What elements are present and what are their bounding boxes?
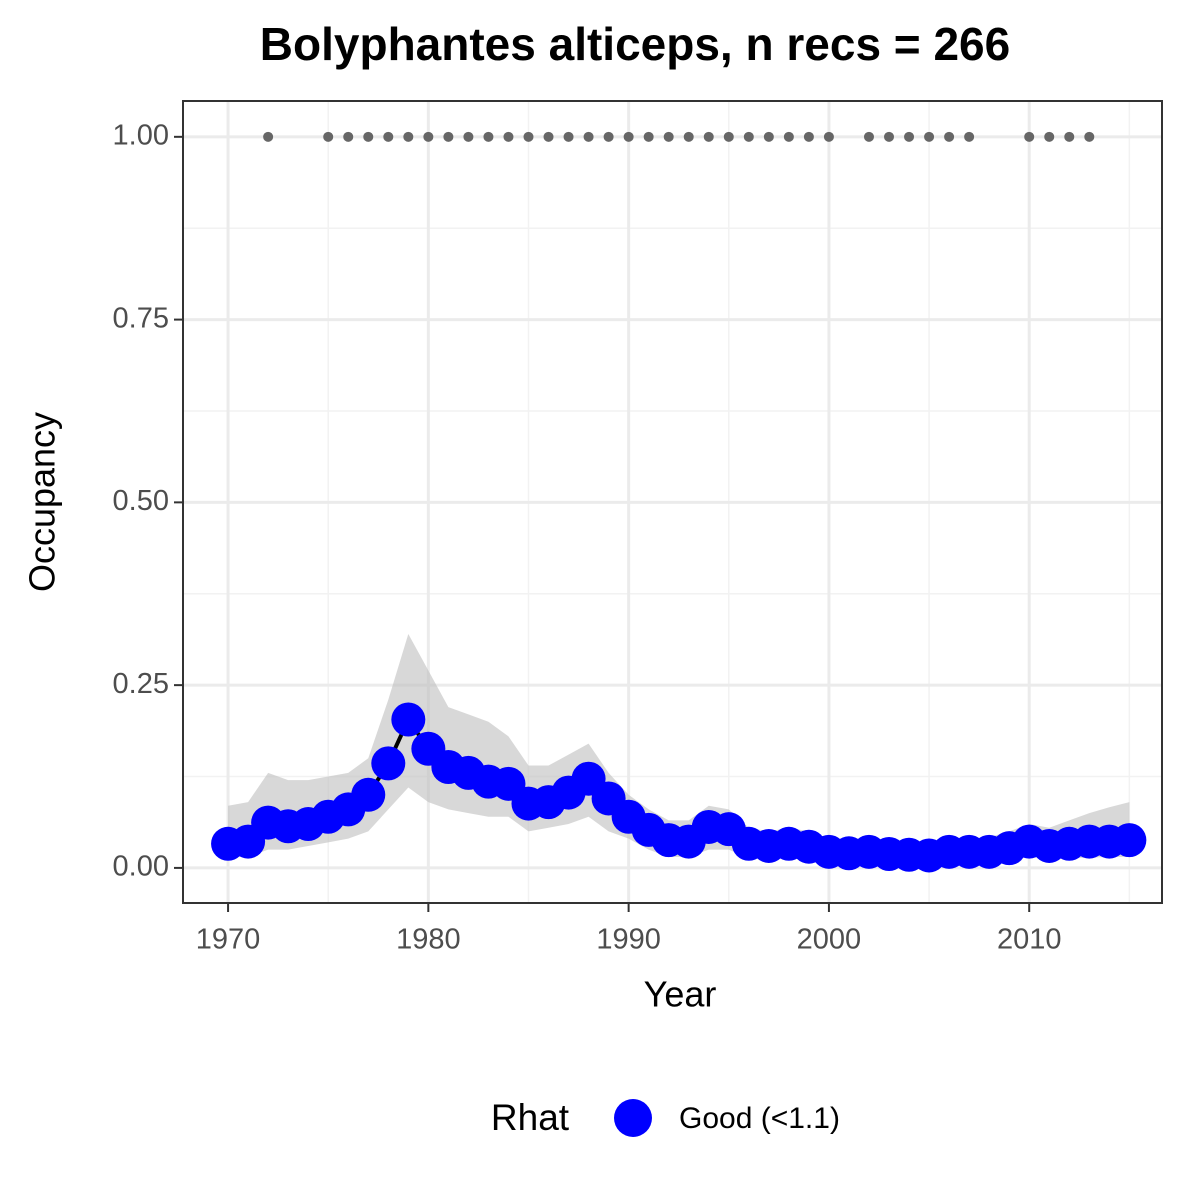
record-point: [263, 131, 274, 142]
record-point: [563, 131, 574, 142]
record-point: [763, 131, 774, 142]
point: [1112, 823, 1147, 858]
record-point: [343, 131, 354, 142]
record-point: [483, 131, 494, 142]
record-point: [743, 131, 754, 142]
x-tick-label: 1980: [396, 924, 461, 956]
record-point: [904, 131, 915, 142]
record-point: [323, 131, 334, 142]
y-tick-label: 0.50: [113, 485, 169, 517]
legend-title: Rhat: [491, 1097, 570, 1138]
point: [371, 746, 406, 781]
record-point: [884, 131, 895, 142]
y-tick-label: 0.25: [113, 668, 169, 700]
record-point: [1064, 131, 1075, 142]
y-axis-title: Occupancy: [22, 412, 63, 592]
record-point: [803, 131, 814, 142]
record-point: [423, 131, 434, 142]
record-point: [1044, 131, 1055, 142]
x-axis-title: Year: [644, 974, 717, 1015]
record-point: [503, 131, 514, 142]
record-point: [583, 131, 594, 142]
record-point: [703, 131, 714, 142]
legend-swatch: [614, 1099, 652, 1137]
record-point: [643, 131, 654, 142]
record-point: [1084, 131, 1095, 142]
record-point: [1024, 131, 1035, 142]
record-point: [403, 131, 414, 142]
x-tick-label: 1970: [196, 924, 261, 956]
record-point: [543, 131, 554, 142]
point: [391, 702, 426, 737]
y-tick-label: 1.00: [113, 119, 169, 151]
chart-title: Bolyphantes alticeps, n recs = 266: [260, 18, 1010, 70]
x-tick-label: 2000: [797, 924, 862, 956]
record-point: [363, 131, 374, 142]
record-point: [944, 131, 955, 142]
point: [351, 777, 386, 812]
x-tick-label: 2010: [997, 924, 1062, 956]
record-point: [823, 131, 834, 142]
record-point: [683, 131, 694, 142]
ribbon: [228, 633, 1130, 863]
legend-label: Good (<1.1): [679, 1102, 840, 1135]
record-point: [463, 131, 474, 142]
record-point: [783, 131, 794, 142]
record-point: [924, 131, 935, 142]
plot-border: [182, 100, 1163, 904]
record-point: [383, 131, 394, 142]
x-tick-label: 1990: [596, 924, 661, 956]
y-tick-label: 0.75: [113, 302, 169, 334]
record-point: [443, 131, 454, 142]
record-point: [623, 131, 634, 142]
record-point: [523, 131, 534, 142]
record-point: [863, 131, 874, 142]
record-point: [964, 131, 975, 142]
record-point: [603, 131, 614, 142]
record-point: [663, 131, 674, 142]
y-tick-label: 0.00: [113, 851, 169, 883]
record-point: [723, 131, 734, 142]
